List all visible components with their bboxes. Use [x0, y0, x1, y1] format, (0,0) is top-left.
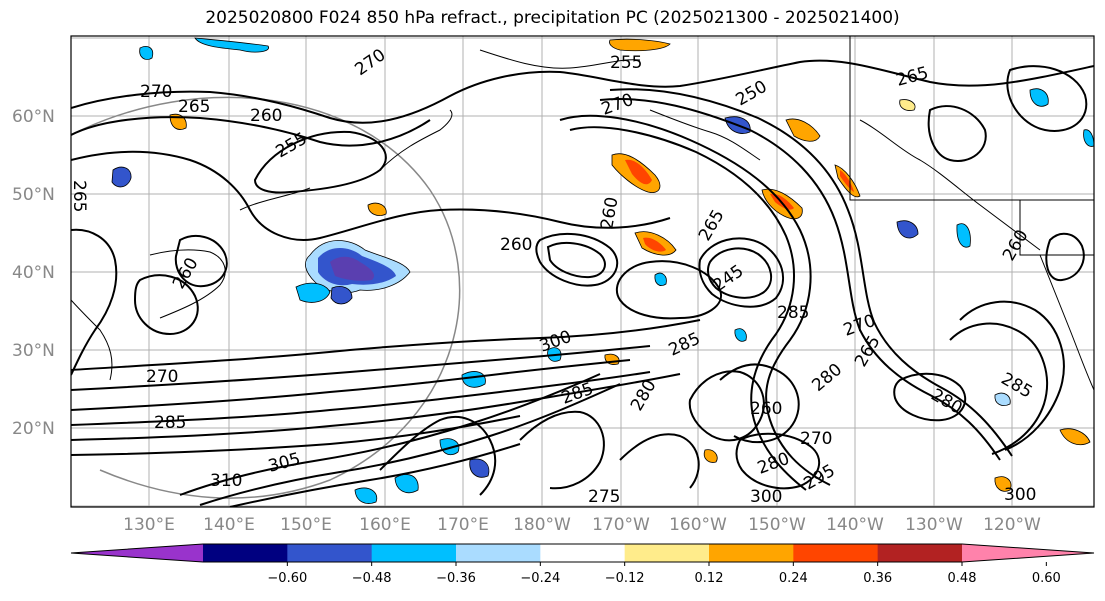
colorbar-segment [877, 544, 963, 562]
contour-label: 270 [800, 429, 832, 449]
colorbar-tick-label: 0.60 [1032, 571, 1061, 586]
precip-negative-areas [111, 37, 1094, 504]
lat-label: 50°N [12, 185, 55, 205]
coastlines [71, 36, 1094, 391]
lon-label: 130°E [123, 515, 175, 535]
colorbar-tick-label: 0.48 [948, 571, 977, 586]
lon-label: 140°W [826, 515, 884, 535]
contour-label: 260 [250, 106, 282, 126]
contour-label: 285 [777, 303, 809, 323]
lon-label: 170°E [437, 515, 489, 535]
map-frame [70, 35, 1095, 508]
lon-label: 160°W [669, 515, 727, 535]
colorbar-tick-label: 0.24 [779, 571, 808, 586]
lon-label: 120°W [983, 515, 1041, 535]
colorbar-segment [456, 544, 541, 562]
contour-label: 300 [750, 487, 782, 507]
lat-label: 20°N [12, 419, 55, 439]
contour-label: 270 [146, 367, 178, 387]
lat-label: 40°N [12, 263, 55, 283]
lon-label: 150°W [748, 515, 806, 535]
lon-label: 160°E [359, 515, 411, 535]
contour-label: 265 [69, 180, 89, 212]
colorbar-tick-label: −0.24 [520, 571, 560, 586]
colorbar-segment [624, 544, 710, 562]
colorbar-extend-high [962, 544, 1094, 562]
colorbar-outline [70, 543, 1095, 563]
lon-label: 130°W [905, 515, 963, 535]
refractivity-contours [71, 59, 1094, 507]
contour-label: 260 [750, 399, 782, 419]
lon-label: 150°E [280, 515, 332, 535]
contour-label: 310 [210, 471, 242, 491]
lon-label: 170°W [592, 515, 650, 535]
colorbar-extend-low [71, 544, 203, 562]
colorbar-tick-label: 0.36 [863, 571, 892, 586]
precip-positive-areas [169, 38, 1091, 492]
colorbar-tick-label: −0.48 [352, 571, 392, 586]
contour-label: 260 [500, 235, 532, 255]
contour-label: 300 [1004, 485, 1036, 505]
colorbar-segment [709, 544, 794, 562]
colorbar-segment [287, 544, 373, 562]
colorbar-tick-label: −0.60 [267, 571, 307, 586]
latitude-labels: 60°N 50°N 40°N 30°N 20°N [12, 107, 55, 439]
contour-label: 285 [154, 413, 186, 433]
colorbar-tick-label: 0.12 [695, 571, 724, 586]
longitude-labels: 130°E 140°E 150°E 160°E 170°E 180°W 170°… [123, 515, 1041, 535]
colorbar-segment [793, 544, 879, 562]
contour-label: 255 [610, 53, 642, 73]
chart-title: 2025020800 F024 850 hPa refract., precip… [205, 8, 900, 28]
contour-label: 270 [140, 82, 172, 102]
colorbar: −0.60 −0.48 −0.36 −0.24 −0.12 0.12 0.24 0.36 0.4… [70, 543, 1095, 586]
lon-label: 140°E [203, 515, 255, 535]
colorbar-segment [371, 544, 457, 562]
colorbar-segment [203, 544, 288, 562]
contour-label: 265 [178, 97, 210, 117]
colorbar-tick-label: −0.12 [605, 571, 645, 586]
colorbar-tick-label: −0.36 [436, 571, 476, 586]
colorbar-segment [540, 544, 626, 562]
lon-label: 180°W [513, 515, 571, 535]
contour-label: 275 [588, 487, 620, 507]
lat-label: 30°N [12, 341, 55, 361]
lat-label: 60°N [12, 107, 55, 127]
